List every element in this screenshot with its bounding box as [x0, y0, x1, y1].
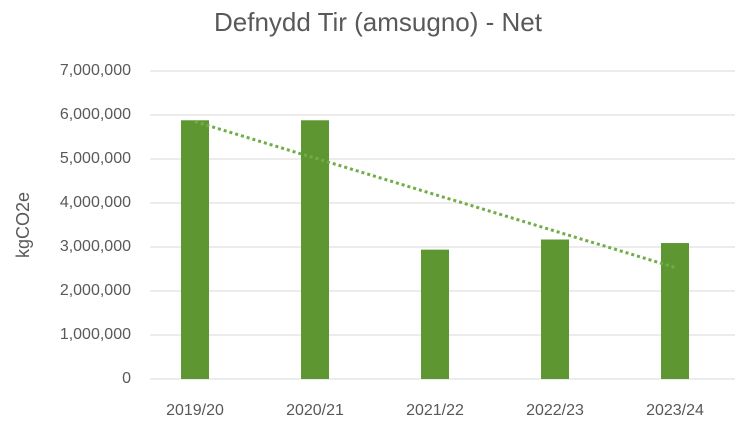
x-tick-label: 2020/21: [286, 402, 344, 419]
y-tick-label: 2,000,000: [60, 282, 131, 299]
bar: [661, 243, 689, 379]
y-axis-label: kgCO2e: [13, 192, 33, 258]
y-tick-label: 5,000,000: [60, 150, 131, 167]
bar: [301, 120, 329, 379]
bar: [181, 120, 209, 379]
trendline: [194, 120, 676, 269]
y-tick-label: 0: [122, 370, 131, 387]
y-tick-label: 6,000,000: [60, 106, 131, 123]
bar: [541, 239, 569, 379]
y-tick-label: 3,000,000: [60, 238, 131, 255]
x-tick-label: 2022/23: [526, 402, 584, 419]
y-tick-label: 1,000,000: [60, 326, 131, 343]
y-tick-label: 7,000,000: [60, 62, 131, 79]
chart-title: Defnydd Tir (amsugno) - Net: [214, 7, 543, 37]
bar: [421, 249, 449, 379]
x-tick-label: 2021/22: [406, 402, 464, 419]
x-tick-label: 2023/24: [646, 402, 704, 419]
y-tick-label: 4,000,000: [60, 194, 131, 211]
x-tick-label: 2019/20: [166, 402, 224, 419]
